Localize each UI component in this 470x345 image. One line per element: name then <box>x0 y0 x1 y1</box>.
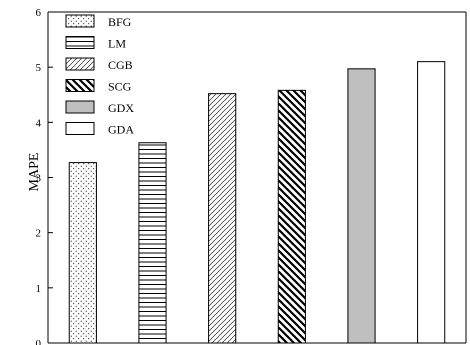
y-tick-label-5: 5 <box>36 62 42 74</box>
legend-swatch-lm <box>66 37 94 49</box>
legend-swatch-bfg <box>66 15 94 27</box>
legend-swatch-cgb <box>66 58 94 70</box>
bar-gda <box>418 62 445 343</box>
y-tick-label-6: 6 <box>36 7 42 19</box>
bar-lm <box>139 143 166 343</box>
y-tick-label-2: 2 <box>36 228 42 240</box>
bar-cgb <box>209 94 236 343</box>
y-tick-label-1: 1 <box>36 283 42 295</box>
y-tick-label-0: 0 <box>36 338 42 345</box>
y-tick-label-4: 4 <box>36 117 42 129</box>
bar-scg <box>278 90 305 343</box>
legend-label-gdx: GDX <box>108 101 134 115</box>
legend-label-gda: GDA <box>108 123 134 137</box>
legend-swatch-gda <box>66 123 94 135</box>
legend-swatch-gdx <box>66 101 94 113</box>
legend-label-bfg: BFG <box>108 15 132 29</box>
legend: BFG LM CGB SCG GDX GDA <box>66 15 134 137</box>
legend-swatch-scg <box>66 80 94 92</box>
bar-bfg <box>69 163 96 343</box>
legend-label-cgb: CGB <box>108 58 133 72</box>
bar-gdx <box>348 69 375 343</box>
y-axis-label: MAPE <box>27 153 42 192</box>
legend-label-scg: SCG <box>108 80 132 94</box>
legend-label-lm: LM <box>108 37 126 51</box>
